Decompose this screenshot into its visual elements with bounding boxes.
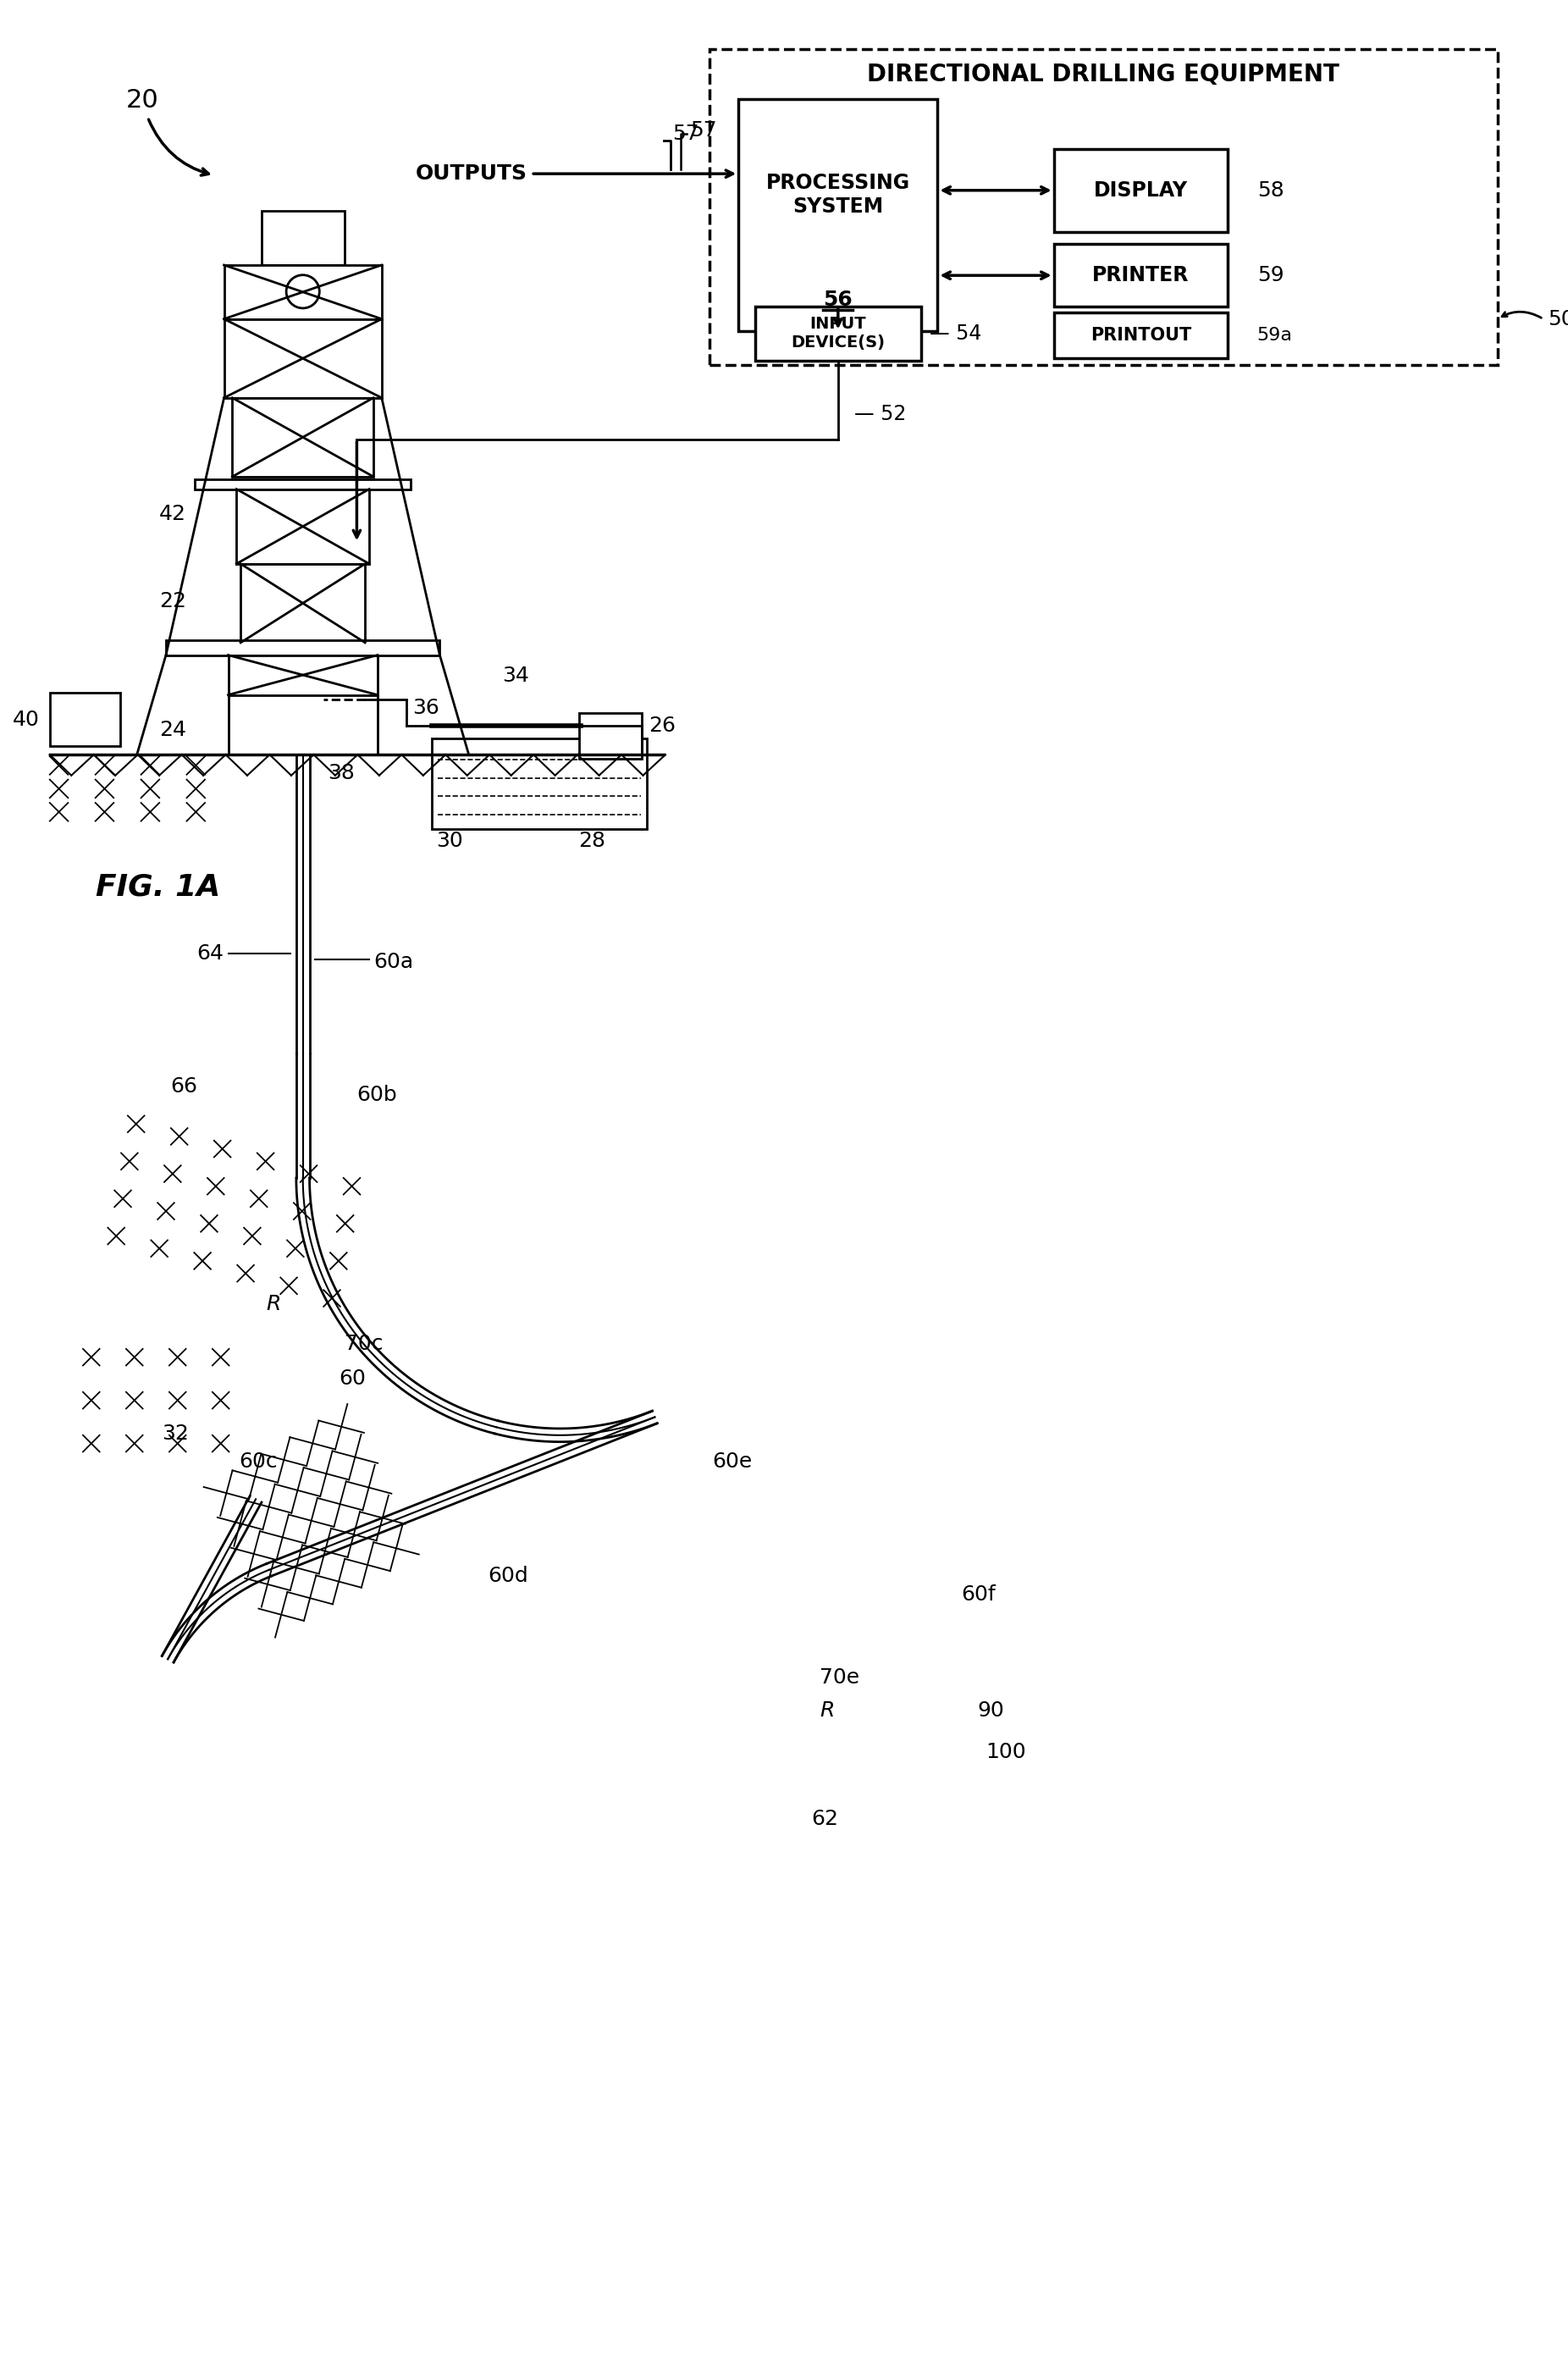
Text: 36: 36: [412, 697, 439, 718]
Text: 60c: 60c: [238, 1451, 278, 1472]
Bar: [579, 714, 641, 758]
Text: 28: 28: [579, 831, 605, 850]
Text: 38: 38: [328, 763, 354, 784]
Bar: [232, 398, 373, 476]
Text: 100: 100: [986, 1743, 1025, 1762]
Text: 70e: 70e: [820, 1667, 859, 1689]
Bar: [224, 318, 381, 398]
Text: R: R: [820, 1700, 834, 1722]
Text: 20: 20: [125, 89, 158, 113]
Text: DISPLAY: DISPLAY: [1094, 181, 1189, 200]
Bar: [1054, 245, 1228, 306]
Text: 60e: 60e: [712, 1451, 753, 1472]
Text: 32: 32: [162, 1422, 190, 1444]
Text: 62: 62: [812, 1809, 839, 1830]
Bar: [50, 692, 121, 747]
Text: 60b: 60b: [358, 1086, 397, 1104]
Text: 42: 42: [160, 504, 187, 525]
Bar: [166, 641, 439, 655]
Text: — 54: — 54: [930, 323, 982, 344]
Text: 90: 90: [977, 1700, 1005, 1722]
Bar: [739, 99, 938, 332]
Text: 66: 66: [171, 1076, 198, 1097]
Text: 60f: 60f: [961, 1585, 996, 1604]
Text: 58: 58: [1258, 181, 1284, 200]
Bar: [709, 49, 1497, 365]
Bar: [756, 306, 920, 360]
Text: 59: 59: [1258, 266, 1284, 285]
Bar: [224, 266, 381, 318]
Bar: [229, 655, 378, 695]
Text: 22: 22: [160, 591, 187, 612]
Text: 56: 56: [823, 290, 853, 311]
Text: PROCESSING
SYSTEM: PROCESSING SYSTEM: [767, 172, 909, 217]
Text: OUTPUTS: OUTPUTS: [416, 162, 527, 184]
Text: FIG. 1A: FIG. 1A: [96, 874, 220, 902]
Text: PRINTOUT: PRINTOUT: [1090, 327, 1192, 344]
Text: PRINTER: PRINTER: [1093, 266, 1189, 285]
Text: 57: 57: [673, 125, 699, 144]
Bar: [237, 490, 368, 563]
Text: 70c: 70c: [345, 1333, 383, 1354]
Bar: [1054, 313, 1228, 358]
Text: 60d: 60d: [488, 1566, 528, 1587]
Text: 26: 26: [649, 716, 676, 735]
Text: 50: 50: [1548, 309, 1568, 330]
Bar: [240, 563, 365, 643]
Text: 60: 60: [339, 1368, 365, 1389]
Text: 24: 24: [160, 721, 187, 739]
Text: DIRECTIONAL DRILLING EQUIPMENT: DIRECTIONAL DRILLING EQUIPMENT: [867, 61, 1339, 87]
Text: 30: 30: [436, 831, 463, 850]
Text: 57: 57: [690, 120, 717, 141]
Text: 40: 40: [13, 709, 39, 730]
Text: 64: 64: [198, 944, 224, 963]
Bar: [194, 478, 411, 490]
Bar: [1054, 148, 1228, 231]
Text: R: R: [265, 1293, 281, 1314]
Text: 60a: 60a: [373, 951, 414, 973]
Text: 34: 34: [502, 666, 528, 685]
Text: 59a: 59a: [1258, 327, 1292, 344]
Text: INPUT
DEVICE(S): INPUT DEVICE(S): [790, 316, 884, 351]
Bar: [262, 212, 345, 266]
Text: — 52: — 52: [855, 405, 906, 424]
Bar: [431, 737, 648, 829]
